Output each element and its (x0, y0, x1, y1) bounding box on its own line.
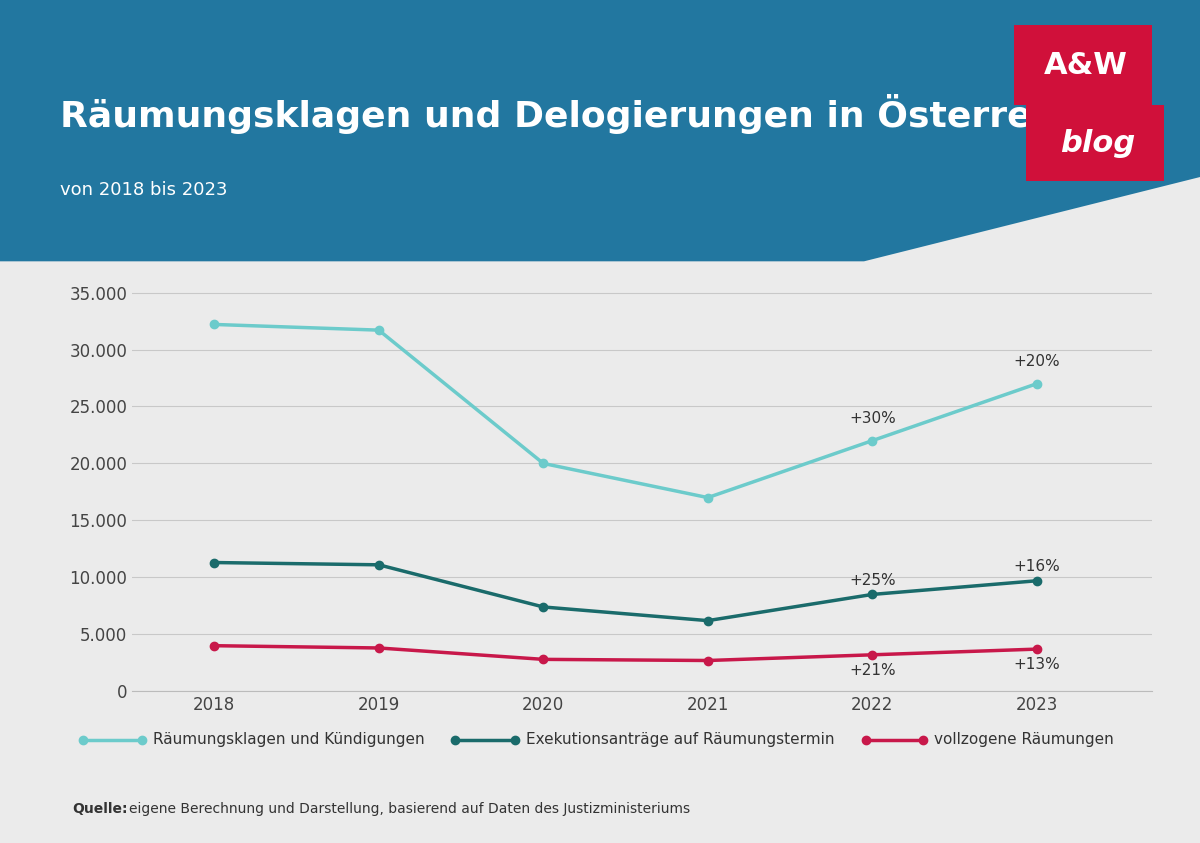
Text: Quelle:: Quelle: (72, 803, 127, 816)
FancyBboxPatch shape (1014, 25, 1152, 105)
Text: +16%: +16% (1014, 559, 1061, 574)
FancyBboxPatch shape (1026, 105, 1164, 181)
Text: Räumungsklagen und Kündigungen: Räumungsklagen und Kündigungen (154, 733, 425, 747)
Polygon shape (0, 0, 1200, 261)
Text: +25%: +25% (850, 572, 895, 588)
Text: vollzogene Räumungen: vollzogene Räumungen (934, 733, 1114, 747)
Text: von 2018 bis 2023: von 2018 bis 2023 (60, 180, 228, 199)
Text: Räumungsklagen und Delogierungen in Österreich: Räumungsklagen und Delogierungen in Öste… (60, 94, 1091, 134)
Text: +20%: +20% (1014, 354, 1060, 369)
Text: eigene Berechnung und Darstellung, basierend auf Daten des Justizministeriums: eigene Berechnung und Darstellung, basie… (130, 803, 690, 816)
Text: Exekutionsanträge auf Räumungstermin: Exekutionsanträge auf Räumungstermin (526, 733, 834, 747)
Text: blog: blog (1061, 129, 1135, 158)
Text: A&W: A&W (1044, 51, 1128, 80)
Text: +30%: +30% (848, 411, 895, 426)
Text: +21%: +21% (850, 663, 895, 678)
Text: +13%: +13% (1014, 657, 1061, 672)
